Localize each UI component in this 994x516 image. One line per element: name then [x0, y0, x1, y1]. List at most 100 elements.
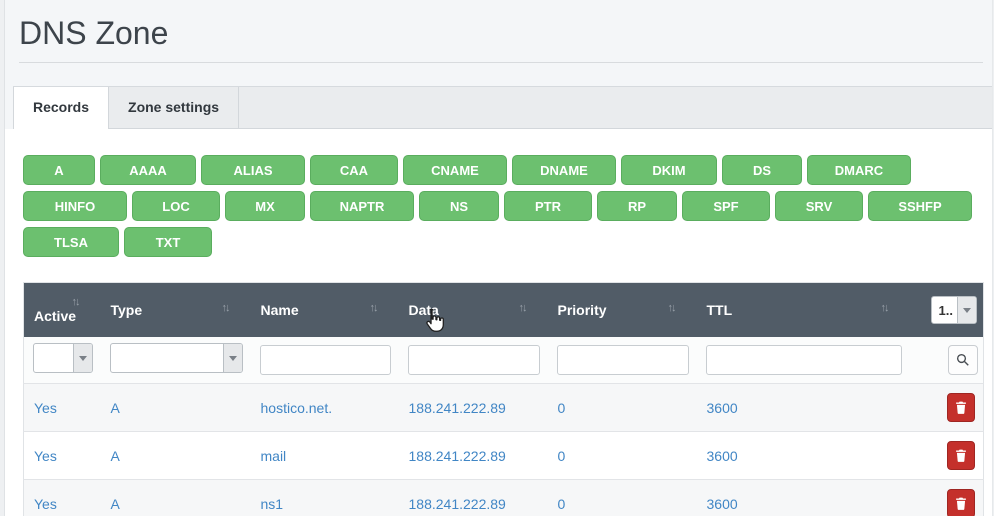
record-type-button-srv[interactable]: SRV	[775, 191, 863, 221]
cell-ttl: 3600	[696, 479, 910, 516]
record-type-button-aaaa[interactable]: AAAA	[100, 155, 196, 185]
cell-actions	[909, 431, 984, 480]
cell-ttl: 3600	[696, 431, 910, 480]
dns-zone-page: DNS Zone Records Zone settings A AAAA ALIA…	[4, 0, 993, 516]
page-size-value: 1..	[938, 303, 953, 318]
cell-type: A	[100, 479, 251, 516]
record-type-button-dmarc[interactable]: DMARC	[807, 155, 911, 185]
cell-active: Yes	[23, 479, 101, 516]
record-type-button-sshfp[interactable]: SSHFP	[868, 191, 972, 221]
records-panel: A AAAA ALIAS CAA CNAME DNAME DKIM DS DMARC HINFO L…	[5, 129, 992, 516]
delete-record-button[interactable]	[947, 489, 975, 516]
sort-arrows-icon[interactable]: ↑↓	[667, 302, 677, 314]
column-header-name[interactable]: ↑↓ Name	[250, 282, 399, 337]
trash-icon	[956, 449, 966, 462]
cell-data-link[interactable]: 188.241.222.89	[408, 495, 506, 512]
cell-priority: 0	[547, 431, 697, 480]
cell-name: hostico.net.	[250, 383, 399, 432]
cell-ttl-link[interactable]: 3600	[706, 447, 738, 464]
column-header-ttl[interactable]: ↑↓ TTL	[696, 282, 910, 337]
cell-actions	[909, 479, 984, 516]
tab-region: Records Zone settings	[5, 63, 992, 129]
dns-records-table: ↑↓ Active ↑↓ Type ↑↓ Name ↑↓ Data	[23, 282, 984, 516]
record-type-button-loc[interactable]: LOC	[132, 191, 220, 221]
delete-record-button[interactable]	[947, 441, 975, 470]
column-header-active[interactable]: ↑↓ Active	[23, 282, 101, 337]
page-title: DNS Zone	[19, 15, 169, 51]
record-type-button-ptr[interactable]: PTR	[504, 191, 592, 221]
delete-record-button[interactable]	[947, 393, 975, 422]
cell-active-link[interactable]: Yes	[34, 399, 57, 416]
record-type-button-spf[interactable]: SPF	[682, 191, 770, 221]
tab-zone-settings[interactable]: Zone settings	[109, 87, 240, 128]
cell-actions	[909, 383, 984, 432]
filter-row	[23, 337, 984, 384]
cell-name-link[interactable]: hostico.net.	[260, 399, 333, 416]
filter-ttl-input[interactable]	[705, 345, 902, 375]
record-type-button-a[interactable]: A	[23, 155, 95, 185]
filter-data-input[interactable]	[407, 345, 540, 375]
record-type-button-naptr[interactable]: NAPTR	[310, 191, 414, 221]
record-type-button-caa[interactable]: CAA	[310, 155, 398, 185]
record-type-button-rp[interactable]: RP	[597, 191, 677, 221]
record-type-button-ds[interactable]: DS	[722, 155, 802, 185]
search-button[interactable]	[948, 345, 978, 375]
record-type-button-dname[interactable]: DNAME	[512, 155, 616, 185]
cell-ttl-link[interactable]: 3600	[706, 399, 738, 416]
page-size-select[interactable]: 1..	[930, 296, 977, 324]
cell-type-link[interactable]: A	[110, 399, 120, 416]
cell-data-link[interactable]: 188.241.222.89	[408, 399, 506, 416]
cell-data-link[interactable]: 188.241.222.89	[408, 447, 506, 464]
sort-arrows-icon[interactable]: ↑↓	[71, 296, 81, 308]
cell-active-link[interactable]: Yes	[34, 447, 57, 464]
sort-arrows-icon[interactable]: ↑↓	[880, 302, 890, 314]
sort-arrows-icon[interactable]: ↑↓	[221, 302, 231, 314]
cell-ttl: 3600	[696, 383, 910, 432]
cell-type-link[interactable]: A	[110, 495, 120, 512]
sort-arrows-icon[interactable]: ↑↓	[518, 302, 528, 314]
record-type-button-tlsa[interactable]: TLSA	[23, 227, 119, 257]
column-header-data[interactable]: ↑↓ Data	[398, 282, 548, 337]
cell-name: ns1	[250, 479, 399, 516]
column-header-type[interactable]: ↑↓ Type	[100, 282, 251, 337]
cell-ttl-link[interactable]: 3600	[706, 495, 738, 512]
filter-name-input[interactable]	[259, 345, 391, 375]
record-type-button-ns[interactable]: NS	[419, 191, 499, 221]
record-type-button-mx[interactable]: MX	[225, 191, 305, 221]
cell-data: 188.241.222.89	[398, 431, 548, 480]
title-divider	[19, 62, 983, 63]
tab-bar: Records Zone settings	[13, 86, 992, 129]
cell-data: 188.241.222.89	[398, 383, 548, 432]
tab-records[interactable]: Records	[13, 87, 110, 129]
record-type-button-hinfo[interactable]: HINFO	[23, 191, 127, 221]
filter-priority-input[interactable]	[556, 345, 689, 375]
cell-priority: 0	[547, 383, 697, 432]
caret-down-icon	[957, 297, 976, 323]
table-header-row: ↑↓ Active ↑↓ Type ↑↓ Name ↑↓ Data	[23, 282, 984, 337]
cell-name-link[interactable]: mail	[260, 447, 287, 464]
trash-icon	[956, 497, 966, 510]
cell-name-link[interactable]: ns1	[260, 495, 284, 512]
column-header-actions: 1..	[909, 282, 984, 337]
cell-active-link[interactable]: Yes	[34, 495, 57, 512]
record-type-button-row: TLSA TXT	[23, 227, 992, 257]
record-type-buttons: A AAAA ALIAS CAA CNAME DNAME DKIM DS DMARC HINFO L…	[23, 155, 992, 257]
cell-priority-link[interactable]: 0	[557, 399, 566, 416]
record-type-button-alias[interactable]: ALIAS	[201, 155, 305, 185]
filter-active-select[interactable]	[33, 343, 93, 373]
cell-priority-link[interactable]: 0	[557, 495, 566, 512]
sort-arrows-icon[interactable]: ↑↓	[369, 302, 379, 314]
column-header-priority[interactable]: ↑↓ Priority	[547, 282, 697, 337]
page-header: DNS Zone	[5, 0, 992, 63]
cell-type: A	[100, 431, 251, 480]
cell-type-link[interactable]: A	[110, 447, 120, 464]
cell-priority-link[interactable]: 0	[557, 447, 566, 464]
record-type-button-row: HINFO LOC MX NAPTR NS PTR RP SPF SRV SSHFP	[23, 191, 992, 221]
record-type-button-txt[interactable]: TXT	[124, 227, 212, 257]
record-type-button-dkim[interactable]: DKIM	[621, 155, 717, 185]
record-type-button-cname[interactable]: CNAME	[403, 155, 507, 185]
cell-data: 188.241.222.89	[398, 479, 548, 516]
filter-type-select[interactable]	[109, 343, 243, 373]
